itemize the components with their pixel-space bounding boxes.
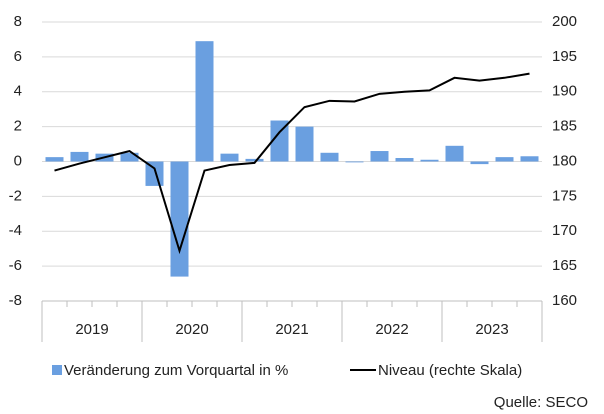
bar bbox=[495, 157, 514, 162]
bar bbox=[320, 152, 339, 162]
bar bbox=[295, 126, 314, 162]
bar bbox=[345, 161, 364, 163]
bar bbox=[395, 158, 414, 162]
legend-label: Veränderung zum Vorquartal in % bbox=[64, 362, 288, 379]
line bbox=[54, 72, 530, 255]
bar bbox=[220, 153, 239, 162]
bar bbox=[270, 120, 289, 162]
y-tick-label: -2 bbox=[9, 187, 22, 204]
y2-tick-label: 195 bbox=[552, 48, 577, 65]
legend-label: Niveau (rechte Skala) bbox=[378, 362, 522, 379]
bar bbox=[70, 151, 89, 162]
y-tick-label: -4 bbox=[9, 222, 22, 239]
bar bbox=[245, 158, 264, 162]
y-tick-label: 2 bbox=[14, 118, 22, 135]
x-group-label: 2021 bbox=[275, 321, 308, 338]
bar bbox=[520, 156, 539, 162]
bar bbox=[370, 151, 389, 162]
bar bbox=[420, 159, 439, 162]
bar bbox=[195, 41, 214, 162]
bar bbox=[445, 145, 464, 162]
x-group-label: 2020 bbox=[175, 321, 208, 338]
y-tick-label: 6 bbox=[14, 48, 22, 65]
bar bbox=[470, 161, 489, 165]
y-tick-label: -8 bbox=[9, 292, 22, 309]
y2-tick-label: 175 bbox=[552, 187, 577, 204]
x-group-label: 2022 bbox=[375, 321, 408, 338]
y2-tick-label: 190 bbox=[552, 83, 577, 100]
y2-tick-label: 180 bbox=[552, 152, 577, 169]
x-group-label: 2023 bbox=[475, 321, 508, 338]
y2-tick-label: 170 bbox=[552, 222, 577, 239]
bar bbox=[145, 161, 164, 186]
y-tick-label: -6 bbox=[9, 257, 22, 274]
y2-tick-label: 165 bbox=[552, 257, 577, 274]
y-tick-label: 4 bbox=[14, 83, 22, 100]
y2-tick-label: 160 bbox=[552, 292, 577, 309]
bar bbox=[45, 157, 64, 162]
y2-tick-label: 200 bbox=[552, 13, 577, 30]
source: Quelle: SECO bbox=[494, 394, 588, 411]
y-tick-label: 8 bbox=[14, 13, 22, 30]
bar bbox=[120, 152, 139, 162]
legend-swatch bbox=[52, 365, 62, 375]
x-group-label: 2019 bbox=[75, 321, 108, 338]
y-tick-label: 0 bbox=[14, 152, 22, 169]
bar bbox=[170, 161, 189, 277]
y2-tick-label: 185 bbox=[552, 118, 577, 135]
